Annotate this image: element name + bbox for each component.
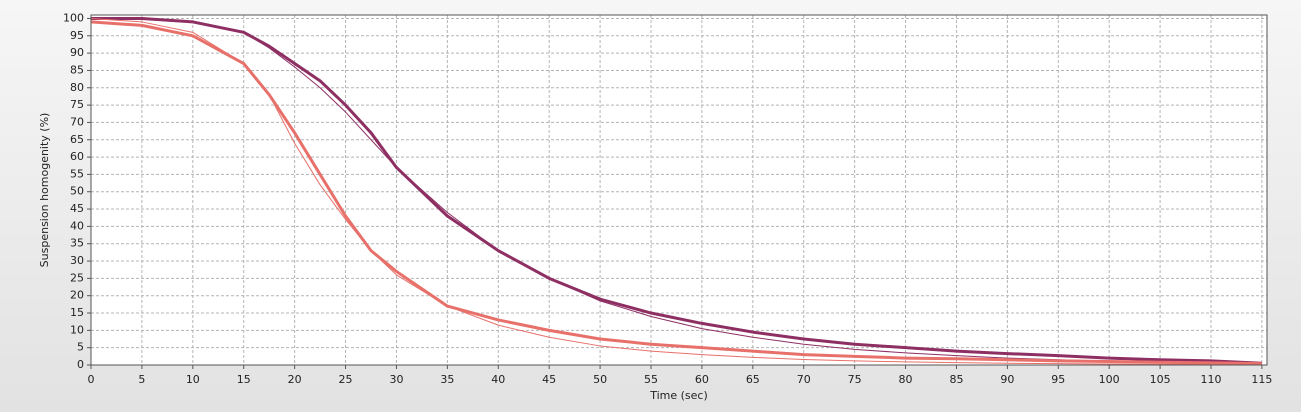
y-tick-label: 0: [77, 358, 84, 371]
x-tick-label: 85: [949, 373, 963, 386]
series-line: [90, 17, 1262, 366]
y-tick-label: 15: [70, 306, 84, 319]
x-tick-label: 105: [1150, 373, 1171, 386]
x-tick-label: 55: [644, 373, 658, 386]
y-tick-label: 75: [70, 98, 84, 111]
y-tick-label: 100: [63, 11, 84, 24]
plot-border: [90, 14, 1268, 366]
x-tick-label: 75: [848, 373, 862, 386]
y-tick-label: 85: [70, 63, 84, 76]
y-tick-label: 20: [70, 289, 84, 302]
x-tick-label: 0: [88, 373, 95, 386]
y-tick-label: 10: [70, 323, 84, 336]
x-tick-label: 95: [1051, 373, 1065, 386]
x-tick-label: 45: [542, 373, 556, 386]
x-tick-label: 50: [593, 373, 607, 386]
y-tick-label: 25: [70, 271, 84, 284]
y-tick-label: 90: [70, 46, 84, 59]
x-tick-label: 65: [746, 373, 760, 386]
x-tick-label: 20: [288, 373, 302, 386]
series-line: [90, 20, 1262, 366]
plot-area: [91, 15, 1267, 365]
y-tick-label: 5: [77, 341, 84, 354]
y-axis-label: Suspension homogenity (%): [38, 113, 51, 268]
x-tick-label: 90: [1000, 373, 1014, 386]
x-tick-label: 25: [339, 373, 353, 386]
y-tick-label: 55: [70, 167, 84, 180]
series-line: [91, 16, 1262, 365]
y-tick-label: 65: [70, 133, 84, 146]
x-tick-label: 40: [491, 373, 505, 386]
x-tick-label: 60: [695, 373, 709, 386]
x-tick-label: 30: [389, 373, 403, 386]
y-tick-label: 60: [70, 150, 84, 163]
x-tick-label: 70: [797, 373, 811, 386]
y-tick-label: 50: [70, 185, 84, 198]
x-axis-label: Time (sec): [649, 389, 708, 402]
x-tick-label: 80: [899, 373, 913, 386]
x-tick-label: 15: [237, 373, 251, 386]
y-tick-label: 80: [70, 81, 84, 94]
y-tick-label: 40: [70, 219, 84, 232]
x-tick-label: 110: [1201, 373, 1222, 386]
x-tick-label: 5: [138, 373, 145, 386]
x-tick-label: 100: [1099, 373, 1120, 386]
y-tick-label: 70: [70, 115, 84, 128]
y-tick-label: 45: [70, 202, 84, 215]
y-tick-label: 35: [70, 237, 84, 250]
x-tick-label: 115: [1251, 373, 1272, 386]
y-tick-label: 30: [70, 254, 84, 267]
x-tick-label: 35: [440, 373, 454, 386]
y-tick-label: 95: [70, 29, 84, 42]
x-tick-label: 10: [186, 373, 200, 386]
